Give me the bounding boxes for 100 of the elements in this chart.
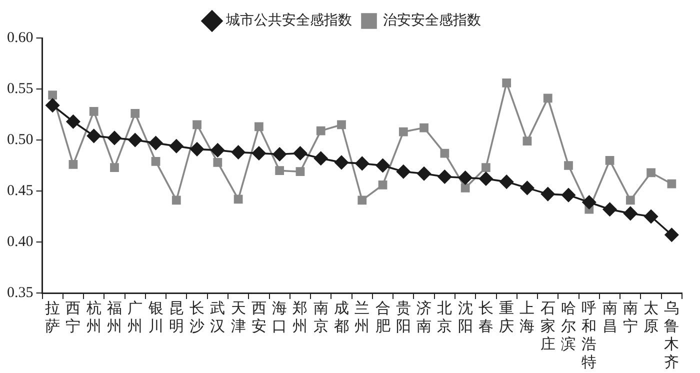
x-tick-label: 福州: [106, 300, 122, 335]
x-tick-label: 上海: [520, 300, 535, 335]
point: [664, 228, 679, 242]
point: [334, 156, 348, 170]
point: [234, 194, 243, 204]
point: [458, 170, 472, 185]
point: [110, 163, 119, 172]
point: [275, 166, 284, 176]
x-tick-label: 昆明: [168, 300, 184, 335]
point: [48, 90, 58, 100]
point: [543, 94, 552, 103]
point: [148, 136, 163, 150]
point: [502, 78, 512, 88]
point: [66, 114, 80, 129]
point: [500, 174, 514, 189]
x-tick-label: 太原: [644, 300, 659, 335]
point: [564, 161, 573, 170]
point: [231, 145, 246, 160]
point: [210, 143, 225, 158]
x-tick-label: 哈尔滨: [560, 300, 576, 353]
point: [602, 202, 617, 216]
point: [482, 163, 490, 172]
point: [420, 123, 428, 132]
x-tick-label: 济南: [416, 300, 432, 335]
x-tick-label: 呼和浩特: [582, 300, 597, 371]
x-tick-label: 广州: [128, 300, 143, 335]
x-tick-label: 石家庄: [540, 300, 556, 353]
point: [626, 196, 635, 205]
x-tick-label: 成都: [334, 300, 349, 335]
point: [376, 158, 390, 172]
x-tick-label: 武汉: [210, 300, 226, 335]
y-tick-label: 0.50: [7, 132, 34, 148]
point: [479, 172, 493, 186]
point: [130, 109, 140, 118]
point: [398, 127, 408, 136]
x-tick-label: 西安: [251, 300, 266, 335]
point: [272, 147, 286, 162]
point: [172, 196, 181, 205]
x-tick-label: 兰州: [354, 300, 370, 335]
legend-label: 治安安全感指数: [383, 12, 481, 29]
point: [460, 184, 470, 192]
point: [337, 120, 346, 130]
point: [169, 139, 184, 154]
x-tick-label: 银川: [147, 300, 164, 335]
point: [252, 146, 266, 160]
x-tick-label: 郑州: [292, 300, 308, 335]
point: [314, 151, 328, 166]
point: [190, 142, 204, 156]
point: [128, 133, 142, 147]
point: [89, 107, 98, 116]
point: [192, 120, 202, 130]
point: [582, 195, 596, 210]
x-tick-label: 北京: [437, 300, 452, 335]
point: [417, 166, 431, 181]
x-tick-label: 沈阳: [458, 300, 473, 335]
point: [378, 180, 388, 190]
x-tick-label: 海口: [272, 300, 288, 335]
x-tick-label: 南宁: [622, 300, 638, 335]
point: [396, 164, 410, 179]
y-tick-label: 0.60: [7, 30, 34, 46]
y-tick-label: 0.35: [7, 284, 34, 301]
point: [358, 196, 367, 205]
point: [68, 160, 78, 169]
point: [254, 122, 264, 132]
point: [46, 98, 60, 112]
point: [540, 187, 555, 201]
point: [667, 179, 676, 188]
y-tick-label: 0.40: [7, 234, 34, 250]
x-tick-label: 贵阳: [396, 300, 411, 335]
x-tick-label: 长春: [478, 300, 494, 335]
point: [293, 146, 308, 160]
x-tick-label: 拉萨: [45, 300, 60, 335]
x-tick-label: 南昌: [602, 300, 618, 335]
point: [644, 210, 658, 224]
x-tick-label: 乌鲁木齐: [664, 300, 680, 371]
point: [355, 156, 370, 170]
point: [520, 181, 534, 195]
legend-label: 城市公共安全感指数: [225, 12, 352, 29]
y-tick-label: 0.55: [7, 80, 34, 97]
point: [213, 158, 222, 167]
point: [108, 131, 122, 145]
point: [624, 206, 638, 220]
point: [296, 167, 305, 176]
x-tick-label: 重庆: [499, 300, 514, 335]
point: [151, 156, 160, 166]
point: [438, 170, 452, 184]
x-tick-label: 天津: [230, 300, 246, 335]
point: [522, 136, 532, 146]
x-tick-label: 西宁: [66, 300, 81, 335]
point: [562, 188, 576, 202]
x-tick-label: 合肥: [375, 300, 390, 335]
y-tick-label: 0.45: [7, 182, 34, 199]
x-tick-label: 长沙: [190, 300, 205, 335]
point: [316, 126, 326, 136]
point: [440, 148, 450, 158]
x-tick-label: 杭州: [85, 300, 102, 335]
point: [605, 156, 614, 165]
point: [86, 129, 101, 143]
x-tick-label: 南京: [313, 300, 328, 335]
point: [646, 168, 656, 178]
